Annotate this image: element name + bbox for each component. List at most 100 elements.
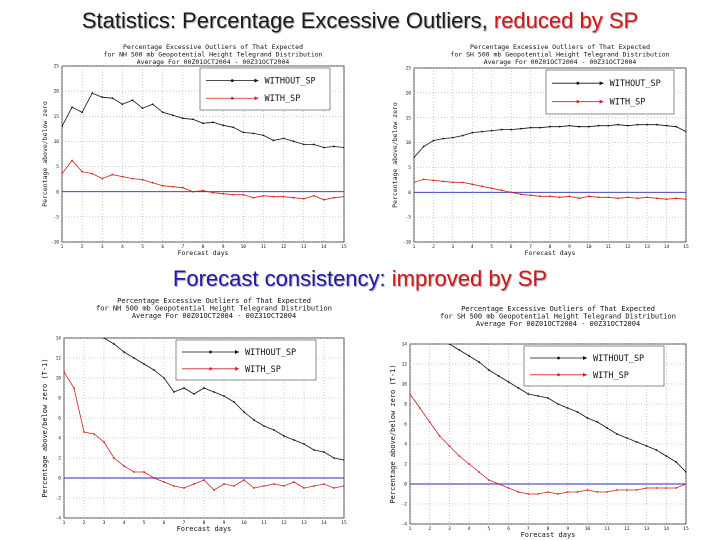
data-point bbox=[333, 457, 335, 459]
data-point bbox=[133, 471, 135, 473]
data-point bbox=[213, 489, 215, 491]
y-tick-label: 25 bbox=[54, 64, 60, 70]
data-point bbox=[101, 177, 104, 180]
legend-marker bbox=[557, 373, 560, 377]
data-point bbox=[410, 393, 411, 395]
data-point bbox=[616, 489, 618, 491]
data-point bbox=[153, 369, 155, 371]
x-tick-label: 13 bbox=[301, 244, 307, 250]
x-tick-label: 15 bbox=[683, 526, 689, 532]
data-point bbox=[576, 491, 579, 493]
data-point bbox=[635, 441, 638, 443]
data-point bbox=[253, 419, 255, 421]
data-point bbox=[626, 124, 629, 127]
data-point bbox=[596, 491, 599, 493]
data-point bbox=[333, 196, 335, 199]
data-point bbox=[232, 126, 235, 129]
y-tick-label: -4 bbox=[56, 516, 62, 522]
y-tick-label: 2 bbox=[58, 456, 61, 462]
data-point bbox=[262, 194, 265, 197]
y-tick-label: 25 bbox=[406, 66, 412, 72]
data-point bbox=[636, 123, 639, 126]
data-point bbox=[458, 349, 461, 351]
data-point bbox=[558, 196, 561, 199]
x-tick-label: 15 bbox=[683, 244, 689, 250]
data-point bbox=[252, 196, 255, 199]
data-point bbox=[302, 197, 305, 200]
data-point bbox=[213, 391, 215, 393]
data-point bbox=[313, 485, 315, 487]
data-point bbox=[507, 381, 510, 383]
data-point bbox=[323, 483, 325, 485]
data-point bbox=[243, 479, 245, 481]
data-point bbox=[675, 461, 678, 463]
data-point bbox=[233, 485, 235, 487]
y-axis-label: Percentage above/below zero (T-1) bbox=[41, 358, 49, 497]
data-point bbox=[171, 114, 174, 117]
x-tick-label: 3 bbox=[448, 526, 451, 532]
heading-consistency: Forecast consistency: improved by SP bbox=[0, 266, 720, 292]
chart-title-line: for NH 500 mb Geopotential Height Telegr… bbox=[96, 305, 332, 313]
y-tick-label: 0 bbox=[56, 189, 59, 195]
x-tick-label: 1 bbox=[61, 244, 64, 250]
data-point bbox=[181, 117, 184, 120]
legend-label: WITHOUT_SP bbox=[265, 77, 316, 87]
data-point bbox=[549, 125, 551, 128]
data-point bbox=[303, 487, 305, 489]
x-tick-label: 9 bbox=[222, 244, 225, 250]
x-tick-label: 1 bbox=[409, 526, 412, 532]
data-point bbox=[131, 177, 134, 180]
data-point bbox=[222, 192, 225, 195]
data-point bbox=[655, 123, 658, 126]
x-tick-label: 15 bbox=[341, 520, 347, 526]
data-point bbox=[616, 433, 618, 435]
data-point bbox=[529, 126, 532, 129]
data-point bbox=[635, 489, 638, 491]
y-tick-label: 8 bbox=[404, 402, 407, 408]
data-point bbox=[193, 483, 195, 485]
x-tick-label: 7 bbox=[527, 526, 530, 532]
data-point bbox=[171, 185, 174, 188]
data-point bbox=[282, 137, 285, 140]
data-point bbox=[537, 493, 540, 495]
legend-box bbox=[175, 339, 317, 381]
data-point bbox=[343, 459, 344, 461]
data-point bbox=[510, 191, 513, 194]
data-point bbox=[173, 485, 175, 487]
y-tick-label: -5 bbox=[54, 214, 60, 220]
x-tick-label: 4 bbox=[471, 244, 474, 250]
data-point bbox=[566, 407, 569, 409]
data-point bbox=[547, 491, 549, 493]
data-point bbox=[576, 411, 579, 413]
chart-title-line: Percentage Excessive Outliers of That Ex… bbox=[461, 305, 655, 313]
data-point bbox=[500, 189, 503, 192]
data-point bbox=[183, 487, 185, 489]
data-point bbox=[645, 487, 648, 489]
data-point bbox=[282, 195, 285, 198]
data-point bbox=[451, 181, 454, 184]
data-point bbox=[587, 195, 590, 198]
data-point bbox=[625, 489, 628, 491]
data-point bbox=[414, 181, 415, 184]
data-point bbox=[566, 491, 569, 493]
x-tick-label: 8 bbox=[547, 526, 550, 532]
data-point bbox=[121, 175, 124, 178]
chart-title-line: for SH 500 mb Geopotential Height Telegr… bbox=[440, 313, 676, 321]
data-point bbox=[510, 128, 513, 131]
data-point bbox=[91, 172, 94, 175]
data-point bbox=[293, 481, 295, 483]
data-point bbox=[461, 181, 464, 184]
data-point bbox=[675, 487, 678, 489]
data-point bbox=[665, 198, 668, 201]
legend-label: WITHOUT_SP bbox=[593, 354, 644, 364]
data-point bbox=[458, 455, 461, 457]
data-point bbox=[468, 463, 471, 465]
data-point bbox=[62, 125, 63, 128]
legend-box bbox=[545, 69, 675, 115]
x-tick-label: 9 bbox=[566, 526, 569, 532]
x-tick-label: 2 bbox=[428, 526, 431, 532]
data-point bbox=[343, 195, 344, 198]
data-point bbox=[597, 124, 600, 127]
x-tick-label: 8 bbox=[202, 244, 205, 250]
legend-box bbox=[523, 345, 665, 387]
